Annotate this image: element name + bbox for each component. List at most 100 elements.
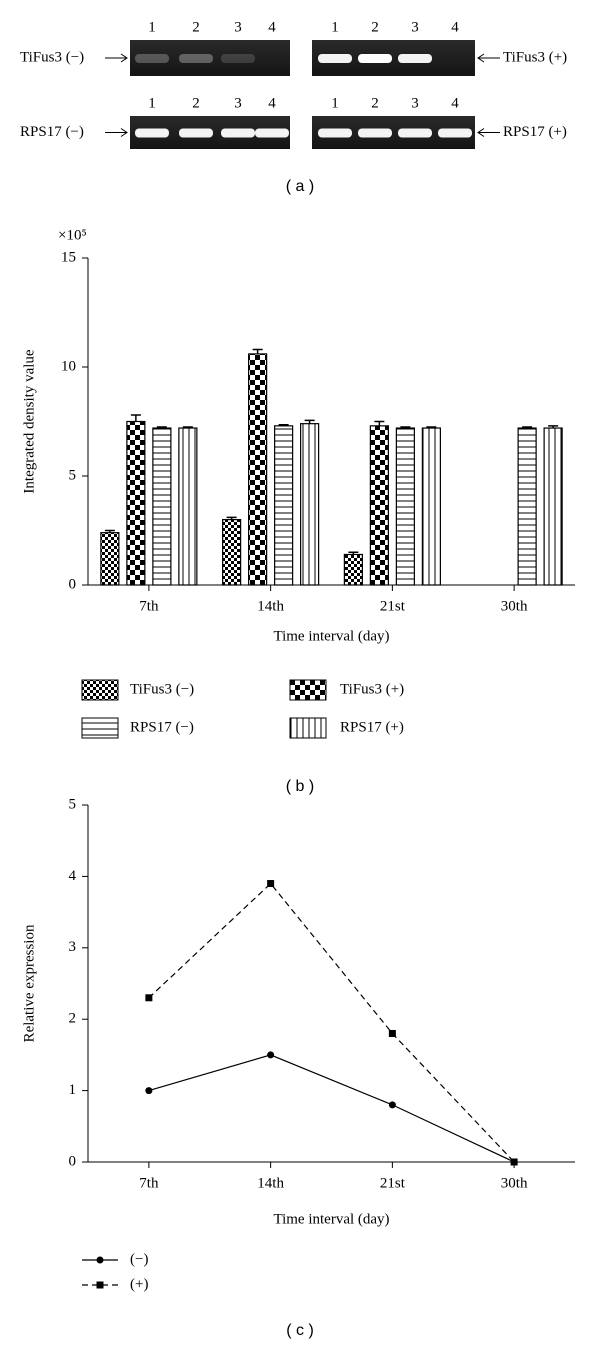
bar bbox=[222, 518, 242, 586]
bar bbox=[369, 425, 389, 586]
y-tick-label: 3 bbox=[69, 939, 77, 955]
legend-swatch bbox=[81, 679, 119, 701]
bar bbox=[248, 353, 268, 586]
legend-label: (−) bbox=[130, 1251, 148, 1267]
gel-band bbox=[398, 128, 432, 138]
gel-band bbox=[221, 128, 255, 138]
gel-band bbox=[438, 128, 472, 138]
lane-label: 4 bbox=[268, 19, 276, 35]
blot-label: RPS17 (−) bbox=[20, 124, 84, 140]
error-bar bbox=[252, 348, 263, 354]
error-bar bbox=[374, 420, 385, 426]
lane-label: 1 bbox=[331, 19, 339, 35]
lane-label: 2 bbox=[371, 95, 379, 111]
bar bbox=[152, 427, 172, 586]
y-tick-label: 0 bbox=[69, 1153, 77, 1169]
gel-band bbox=[358, 128, 392, 138]
error-bar bbox=[278, 424, 289, 426]
series-line bbox=[148, 882, 515, 1163]
error-bar bbox=[400, 426, 411, 429]
lane-label: 4 bbox=[451, 95, 459, 111]
gel-band bbox=[135, 128, 169, 138]
bar bbox=[274, 425, 294, 586]
gel-band bbox=[318, 128, 352, 138]
lane-label: 4 bbox=[268, 95, 276, 111]
bar bbox=[343, 553, 363, 586]
marker bbox=[388, 1101, 396, 1109]
lane-label: 1 bbox=[148, 95, 156, 111]
gel-image bbox=[130, 40, 290, 76]
blot-label: TiFus3 (−) bbox=[20, 49, 84, 65]
gel-band bbox=[358, 54, 392, 63]
error-bar bbox=[226, 516, 237, 520]
y-axis-label: Relative expression bbox=[21, 924, 37, 1042]
y-multiplier: ×10⁵ bbox=[58, 227, 87, 243]
error-bar bbox=[348, 551, 359, 555]
arrow-head bbox=[477, 53, 485, 63]
lane-label: 3 bbox=[234, 95, 242, 111]
bar bbox=[300, 423, 320, 586]
lane-label: 2 bbox=[192, 19, 200, 35]
legend-marker bbox=[96, 1256, 104, 1264]
x-axis-label: Time interval (day) bbox=[273, 1211, 389, 1227]
error-bar bbox=[522, 426, 533, 429]
arrow-head bbox=[120, 53, 128, 63]
arrow-head bbox=[120, 128, 128, 137]
y-tick-label: 4 bbox=[69, 868, 77, 884]
legend-swatch bbox=[81, 717, 119, 739]
lane-label: 3 bbox=[411, 19, 419, 35]
x-axis-label: Time interval (day) bbox=[273, 628, 389, 644]
bar bbox=[100, 532, 120, 586]
bar bbox=[421, 427, 441, 586]
lane-label: 1 bbox=[148, 19, 156, 35]
bar bbox=[178, 427, 198, 586]
lane-label: 4 bbox=[451, 19, 459, 35]
x-tick-label: 30th bbox=[501, 1175, 528, 1191]
y-tick-label: 1 bbox=[69, 1082, 77, 1098]
y-tick-label: 5 bbox=[69, 796, 77, 812]
legend-label: RPS17 (+) bbox=[340, 719, 404, 735]
lane-label: 1 bbox=[331, 95, 339, 111]
x-tick-label: 30th bbox=[501, 598, 528, 614]
lane-label: 3 bbox=[411, 95, 419, 111]
marker bbox=[388, 1029, 396, 1037]
marker bbox=[267, 880, 275, 888]
x-tick-label: 7th bbox=[139, 598, 159, 614]
legend-label: RPS17 (−) bbox=[130, 719, 194, 735]
gel-band bbox=[318, 54, 352, 63]
gel-band bbox=[221, 54, 255, 63]
legend-swatch bbox=[289, 717, 327, 739]
bar bbox=[517, 427, 537, 586]
lane-label: 2 bbox=[371, 19, 379, 35]
error-bar bbox=[426, 426, 437, 429]
series-line bbox=[148, 1054, 515, 1163]
y-tick-label: 10 bbox=[61, 358, 76, 374]
panel-caption: ( b ) bbox=[286, 778, 314, 795]
gel-band bbox=[135, 54, 169, 63]
x-tick-label: 21st bbox=[380, 1175, 406, 1191]
y-tick-label: 2 bbox=[69, 1011, 77, 1027]
gel-band bbox=[179, 54, 213, 63]
y-tick-label: 0 bbox=[69, 576, 77, 592]
lane-label: 3 bbox=[234, 19, 242, 35]
bar bbox=[126, 420, 146, 586]
gel-band bbox=[398, 54, 432, 63]
legend-label: (+) bbox=[130, 1276, 148, 1292]
marker bbox=[510, 1158, 518, 1166]
legend-label: TiFus3 (−) bbox=[130, 681, 194, 697]
error-bar bbox=[156, 426, 167, 429]
bar bbox=[395, 427, 415, 586]
legend-label: TiFus3 (+) bbox=[340, 681, 404, 697]
marker bbox=[145, 1087, 153, 1095]
y-tick-label: 15 bbox=[61, 249, 76, 265]
x-tick-label: 7th bbox=[139, 1175, 159, 1191]
y-tick-label: 5 bbox=[69, 467, 77, 483]
legend-swatch bbox=[289, 679, 327, 701]
legend-marker bbox=[96, 1281, 104, 1289]
blot-label: RPS17 (+) bbox=[503, 124, 567, 140]
panel-caption: ( a ) bbox=[286, 178, 314, 195]
error-bar bbox=[182, 426, 193, 429]
blot-label: TiFus3 (+) bbox=[503, 49, 567, 65]
error-bar bbox=[130, 414, 141, 422]
